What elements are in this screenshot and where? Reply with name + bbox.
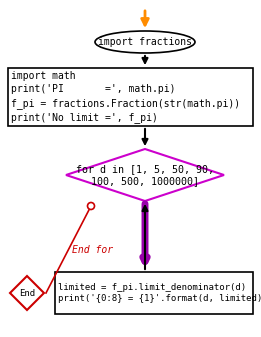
- Text: End for: End for: [72, 245, 113, 255]
- Text: import fractions: import fractions: [98, 37, 192, 47]
- Polygon shape: [66, 149, 224, 201]
- FancyBboxPatch shape: [55, 272, 253, 314]
- Text: limited = f_pi.limit_denominator(d)
print('{0:8} = {1}'.format(d, limited)): limited = f_pi.limit_denominator(d) prin…: [58, 283, 261, 303]
- Ellipse shape: [95, 31, 195, 53]
- Text: End: End: [19, 288, 35, 298]
- Circle shape: [87, 203, 94, 210]
- FancyBboxPatch shape: [8, 68, 253, 126]
- Text: import math
print('PI       =', math.pi)
f_pi = fractions.Fraction(str(math.pi)): import math print('PI =', math.pi) f_pi …: [11, 71, 240, 123]
- Text: for d in [1, 5, 50, 90,
100, 500, 1000000]: for d in [1, 5, 50, 90, 100, 500, 100000…: [76, 164, 214, 186]
- Polygon shape: [10, 276, 44, 310]
